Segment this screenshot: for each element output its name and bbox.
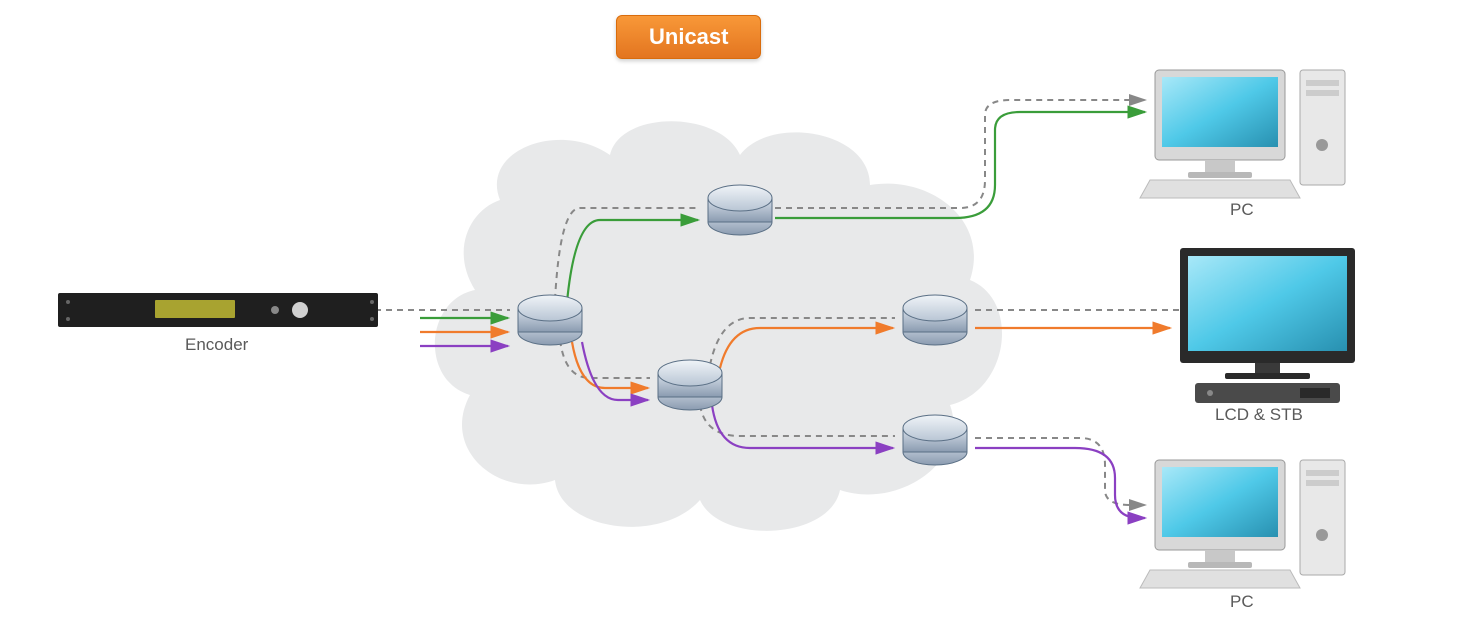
router-r2: [708, 185, 772, 235]
pc2-label: PC: [1230, 592, 1254, 612]
encoder-device: [58, 293, 378, 327]
edge-purple-r5-pc2: [975, 448, 1145, 518]
lcd-stb-label: LCD & STB: [1215, 405, 1303, 425]
network-diagram: [0, 0, 1474, 620]
router-r4: [903, 295, 967, 345]
router-r5: [903, 415, 967, 465]
router-r3: [658, 360, 722, 410]
pc-device-bottom: [1140, 460, 1345, 588]
router-r1: [518, 295, 582, 345]
pc-device-top: [1140, 70, 1345, 198]
lcd-stb-device: [1180, 248, 1355, 403]
pc1-label: PC: [1230, 200, 1254, 220]
encoder-label: Encoder: [185, 335, 248, 355]
